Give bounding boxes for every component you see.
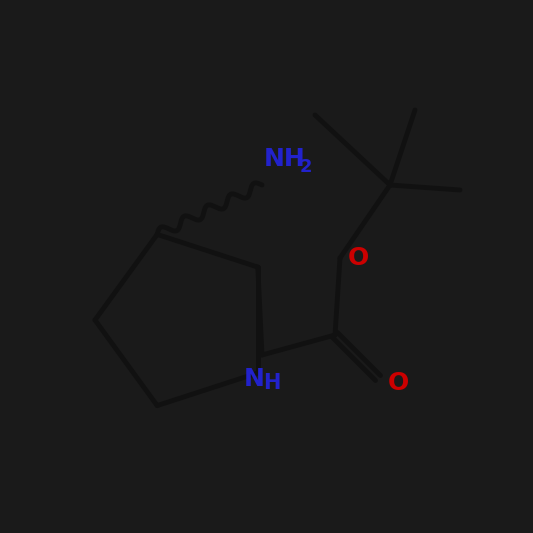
Text: H: H xyxy=(263,373,281,393)
Text: NH: NH xyxy=(264,147,306,171)
Text: N: N xyxy=(244,367,264,391)
Text: 2: 2 xyxy=(300,158,312,176)
Text: O: O xyxy=(348,246,369,270)
Text: O: O xyxy=(388,371,409,395)
